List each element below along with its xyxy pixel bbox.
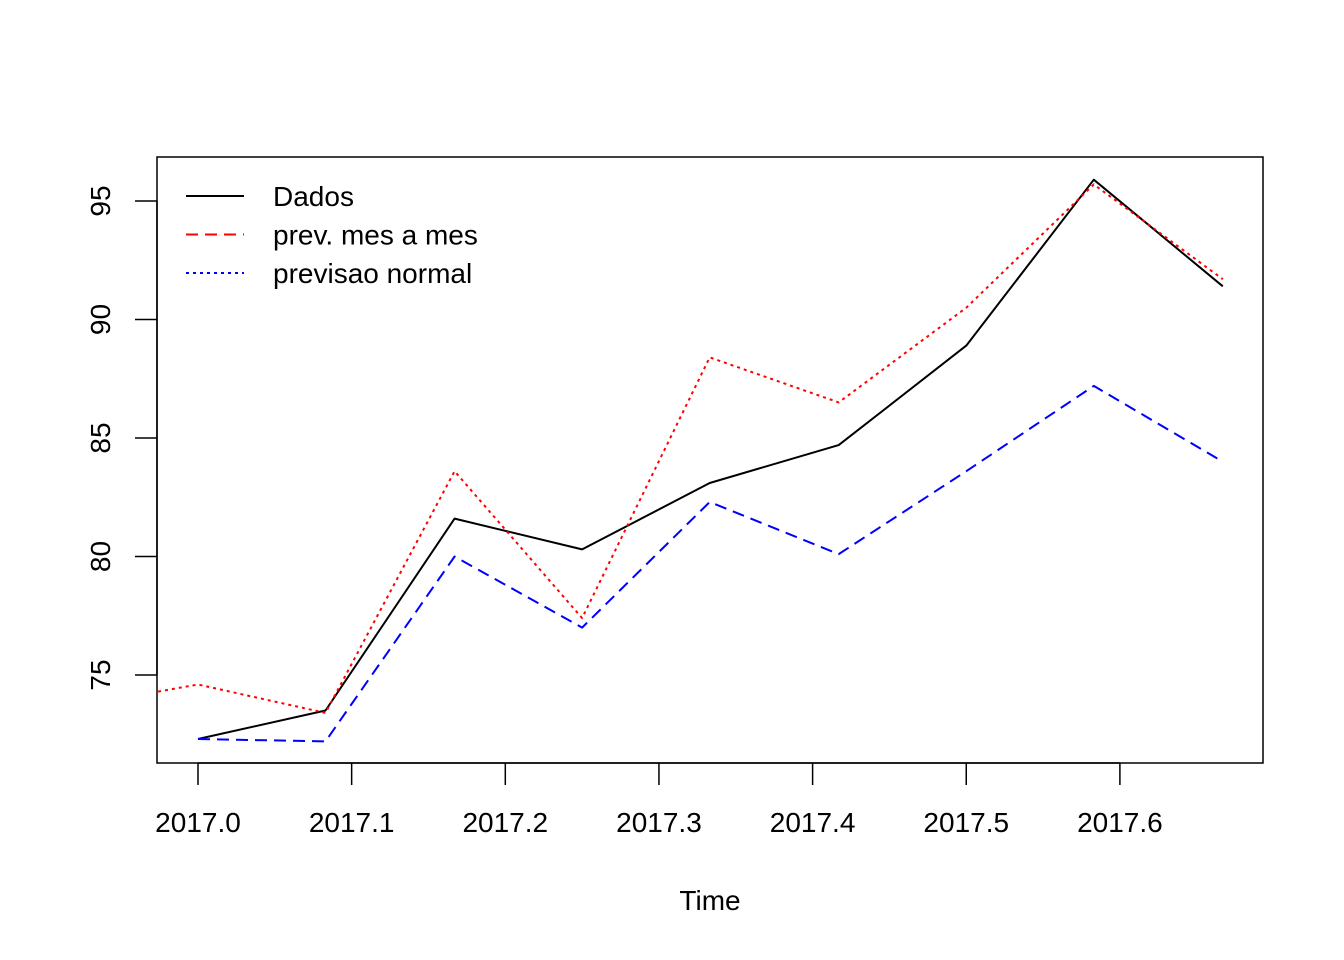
x-tick-label: 2017.3 (616, 807, 702, 838)
y-tick-label: 85 (85, 422, 116, 453)
legend-label: Dados (273, 181, 354, 212)
y-axis: 75 80 85 90 95 (85, 185, 158, 691)
y-tick-label: 80 (85, 541, 116, 572)
x-tick-label: 2017.4 (770, 807, 856, 838)
x-axis-title: Time (679, 885, 740, 916)
series-line-1 (157, 183, 1224, 714)
y-tick-label: 75 (85, 659, 116, 690)
x-tick-label: 2017.6 (1077, 807, 1163, 838)
x-axis: 2017.0 2017.1 2017.2 2017.3 2017.4 2017.5 2017… (155, 762, 1163, 838)
x-tick-label: 2017.1 (309, 807, 395, 838)
legend: Dados prev. mes a mes previsao normal (186, 181, 478, 289)
y-tick-label: 95 (85, 185, 116, 216)
series-layer (157, 178, 1224, 743)
x-tick-label: 2017.2 (462, 807, 548, 838)
legend-label: previsao normal (273, 258, 472, 289)
series-line-2 (197, 384, 1224, 743)
legend-label: prev. mes a mes (273, 220, 478, 251)
x-tick-label: 2017.0 (155, 807, 241, 838)
y-tick-label: 90 (85, 304, 116, 335)
x-tick-label: 2017.5 (923, 807, 1009, 838)
series-line-0 (197, 178, 1224, 740)
